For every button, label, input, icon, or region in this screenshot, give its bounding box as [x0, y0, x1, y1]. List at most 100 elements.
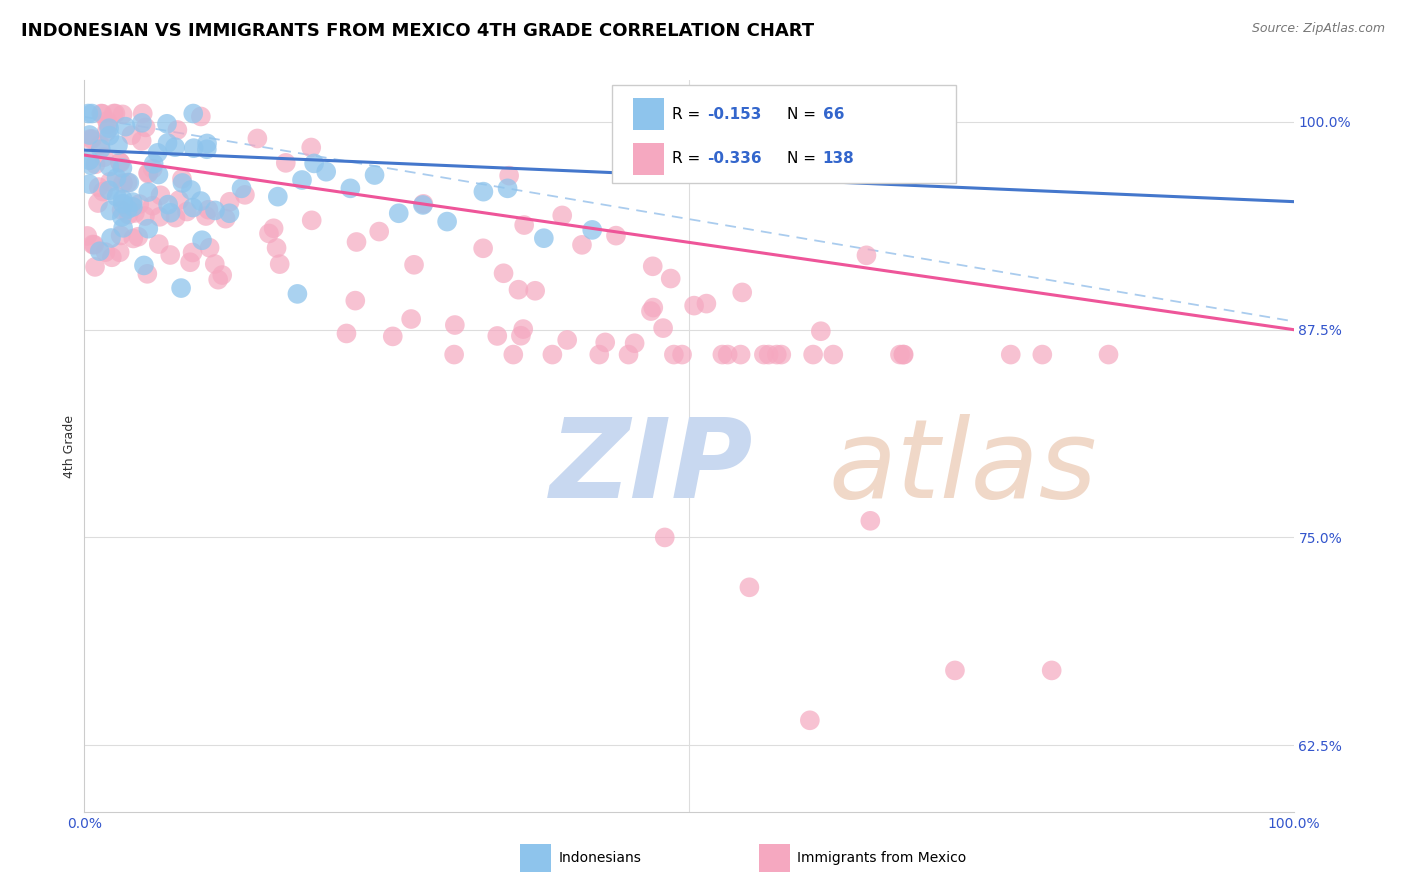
- Text: -0.336: -0.336: [707, 152, 762, 166]
- Point: [738, 580, 761, 594]
- Point: [121, 195, 143, 210]
- Point: [711, 347, 734, 361]
- Point: [111, 176, 134, 190]
- Point: [444, 318, 467, 332]
- Point: [752, 347, 775, 361]
- Point: [82, 132, 104, 146]
- Point: [136, 166, 159, 180]
- Point: [127, 229, 149, 244]
- Point: [643, 301, 665, 315]
- Point: [402, 258, 425, 272]
- Point: [889, 347, 911, 361]
- Point: [76, 228, 98, 243]
- Point: [111, 107, 134, 121]
- Point: [136, 185, 159, 199]
- Text: 138: 138: [823, 152, 855, 166]
- Point: [190, 194, 212, 208]
- Point: [90, 106, 112, 120]
- Point: [159, 206, 181, 220]
- Point: [191, 233, 214, 247]
- Text: Indonesians: Indonesians: [558, 851, 641, 865]
- Point: [555, 333, 578, 347]
- Text: atlas: atlas: [828, 415, 1097, 522]
- Point: [142, 161, 165, 176]
- Point: [170, 281, 193, 295]
- Point: [118, 176, 141, 190]
- Point: [181, 106, 204, 120]
- Point: [83, 237, 105, 252]
- Point: [165, 211, 187, 225]
- Text: N =: N =: [787, 107, 821, 121]
- Point: [1040, 664, 1063, 678]
- Point: [149, 188, 172, 202]
- Point: [122, 231, 145, 245]
- Point: [114, 120, 136, 134]
- Point: [163, 140, 186, 154]
- Point: [512, 322, 534, 336]
- Point: [291, 173, 314, 187]
- Point: [211, 268, 233, 282]
- Point: [181, 245, 204, 260]
- Point: [128, 197, 150, 211]
- Point: [859, 514, 882, 528]
- Point: [89, 244, 111, 259]
- Point: [79, 153, 101, 168]
- Point: [179, 255, 201, 269]
- Point: [181, 201, 204, 215]
- Point: [108, 245, 131, 260]
- Point: [111, 210, 134, 224]
- Point: [770, 347, 793, 361]
- Point: [765, 347, 787, 361]
- Point: [101, 250, 124, 264]
- Point: [524, 284, 547, 298]
- Text: N =: N =: [787, 152, 821, 166]
- Point: [79, 132, 101, 146]
- Point: [136, 267, 159, 281]
- Point: [110, 202, 132, 217]
- Text: R =: R =: [672, 107, 706, 121]
- Point: [799, 713, 821, 727]
- Point: [412, 197, 434, 211]
- Point: [581, 223, 603, 237]
- Point: [823, 347, 845, 361]
- Point: [412, 198, 434, 212]
- Point: [80, 106, 103, 120]
- Point: [274, 156, 297, 170]
- Point: [269, 257, 291, 271]
- Point: [218, 194, 240, 209]
- Point: [1097, 347, 1119, 361]
- Point: [662, 347, 685, 361]
- Text: Source: ZipAtlas.com: Source: ZipAtlas.com: [1251, 22, 1385, 36]
- Point: [498, 169, 520, 183]
- Point: [156, 136, 179, 150]
- Point: [492, 266, 515, 280]
- Point: [122, 200, 145, 214]
- Point: [810, 324, 832, 338]
- Point: [96, 114, 118, 128]
- Point: [117, 208, 139, 222]
- Point: [97, 117, 120, 131]
- Y-axis label: 4th Grade: 4th Grade: [63, 415, 76, 477]
- Point: [640, 304, 662, 318]
- Point: [112, 220, 135, 235]
- Point: [84, 157, 107, 171]
- Point: [183, 141, 205, 155]
- Point: [197, 202, 219, 217]
- Point: [110, 228, 132, 243]
- Point: [91, 185, 114, 199]
- Point: [943, 664, 966, 678]
- Point: [79, 177, 101, 191]
- Point: [671, 347, 693, 361]
- Point: [388, 206, 411, 220]
- Point: [87, 180, 110, 194]
- Point: [617, 347, 640, 361]
- Point: [233, 187, 256, 202]
- Text: R =: R =: [672, 152, 706, 166]
- Point: [104, 106, 127, 120]
- Point: [267, 189, 290, 203]
- Point: [98, 160, 121, 174]
- Point: [131, 116, 153, 130]
- Point: [1000, 347, 1022, 361]
- Point: [893, 347, 915, 361]
- Text: INDONESIAN VS IMMIGRANTS FROM MEXICO 4TH GRADE CORRELATION CHART: INDONESIAN VS IMMIGRANTS FROM MEXICO 4TH…: [21, 22, 814, 40]
